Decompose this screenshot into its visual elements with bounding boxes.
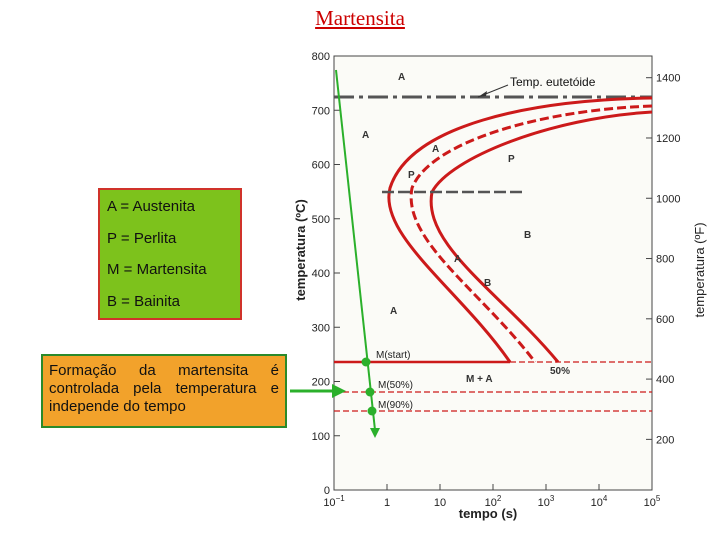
region-label: A <box>454 254 461 265</box>
eutectoid-label: Temp. eutetóide <box>510 75 596 89</box>
y-tick-label: 200 <box>312 377 330 389</box>
region-label: A <box>432 144 439 155</box>
m50-point <box>365 387 375 397</box>
transformation-start-curve <box>387 96 653 363</box>
region-label: 50% <box>550 366 570 377</box>
cooling-curve-arrow <box>370 428 380 438</box>
m50-label: M(50%) <box>378 380 413 391</box>
x-tick-label: 10 <box>434 497 446 509</box>
y-tick-label: 600 <box>312 160 330 172</box>
region-label: P <box>508 154 515 165</box>
slide-title: Martensita <box>315 6 405 30</box>
y-tick-label: 700 <box>312 105 330 117</box>
x-tick-label: 103 <box>538 494 555 509</box>
y-tick-label: 300 <box>312 322 330 334</box>
y-tick-label: 100 <box>312 431 330 443</box>
y-tick-label-right: 400 <box>656 374 674 386</box>
y-tick-label-right: 800 <box>656 254 674 266</box>
y-tick-label: 400 <box>312 268 330 280</box>
m90-point <box>367 406 377 416</box>
x-tick-label: 10−1 <box>323 494 345 509</box>
plot-frame <box>333 55 653 491</box>
legend-bainite: B = Bainita <box>107 292 180 310</box>
y-axis-title-left: temperatura (ºC) <box>293 199 308 301</box>
region-label: B <box>524 230 531 241</box>
legend-austenite: A = Austenita <box>107 198 195 215</box>
cooling-curve <box>335 69 376 431</box>
region-label: A <box>398 72 405 83</box>
ms-point <box>361 357 371 367</box>
y-tick-label: 800 <box>312 51 330 63</box>
x-tick-label: 104 <box>591 494 608 509</box>
region-label: A <box>362 130 369 141</box>
x-tick-label: 105 <box>644 494 661 509</box>
x-axis-title: tempo (s) <box>459 506 518 521</box>
legend-martensite: M = Martensita <box>107 261 207 278</box>
y-tick-label: 500 <box>312 214 330 226</box>
right-tick-labels: 200 400 600 800 1000 1200 1400 <box>656 73 680 447</box>
legend-box: A = Austenita P = Perlita M = Martensita… <box>98 188 242 320</box>
y-tick-label-right: 1200 <box>656 133 680 145</box>
region-label: B <box>484 278 491 289</box>
axis-ticks <box>333 55 653 491</box>
eutectoid-leader-arrow <box>478 91 487 97</box>
ms-label: M(start) <box>376 350 410 361</box>
region-label: P <box>408 170 415 181</box>
y-tick-label-right: 600 <box>656 314 674 326</box>
m90-label: M(90%) <box>378 400 413 411</box>
region-label: A <box>390 306 397 317</box>
note-box: Formação da martensita é controlada pela… <box>41 354 287 428</box>
y-tick-label: 0 <box>324 485 330 497</box>
legend-pearlite: P = Perlita <box>107 229 177 247</box>
note-arrow <box>290 384 346 398</box>
y-tick-label-right: 200 <box>656 434 674 446</box>
region-label: M + A <box>466 374 493 385</box>
y-tick-label-right: 1000 <box>656 193 680 205</box>
transformation-mid-curve <box>409 104 653 363</box>
y-axis-title-right: temperatura (ºF) <box>692 222 707 317</box>
left-tick-labels: 0 100 200 300 400 500 600 700 800 <box>312 51 330 497</box>
y-tick-label-right: 1400 <box>656 73 680 85</box>
x-tick-label: 1 <box>384 497 390 509</box>
